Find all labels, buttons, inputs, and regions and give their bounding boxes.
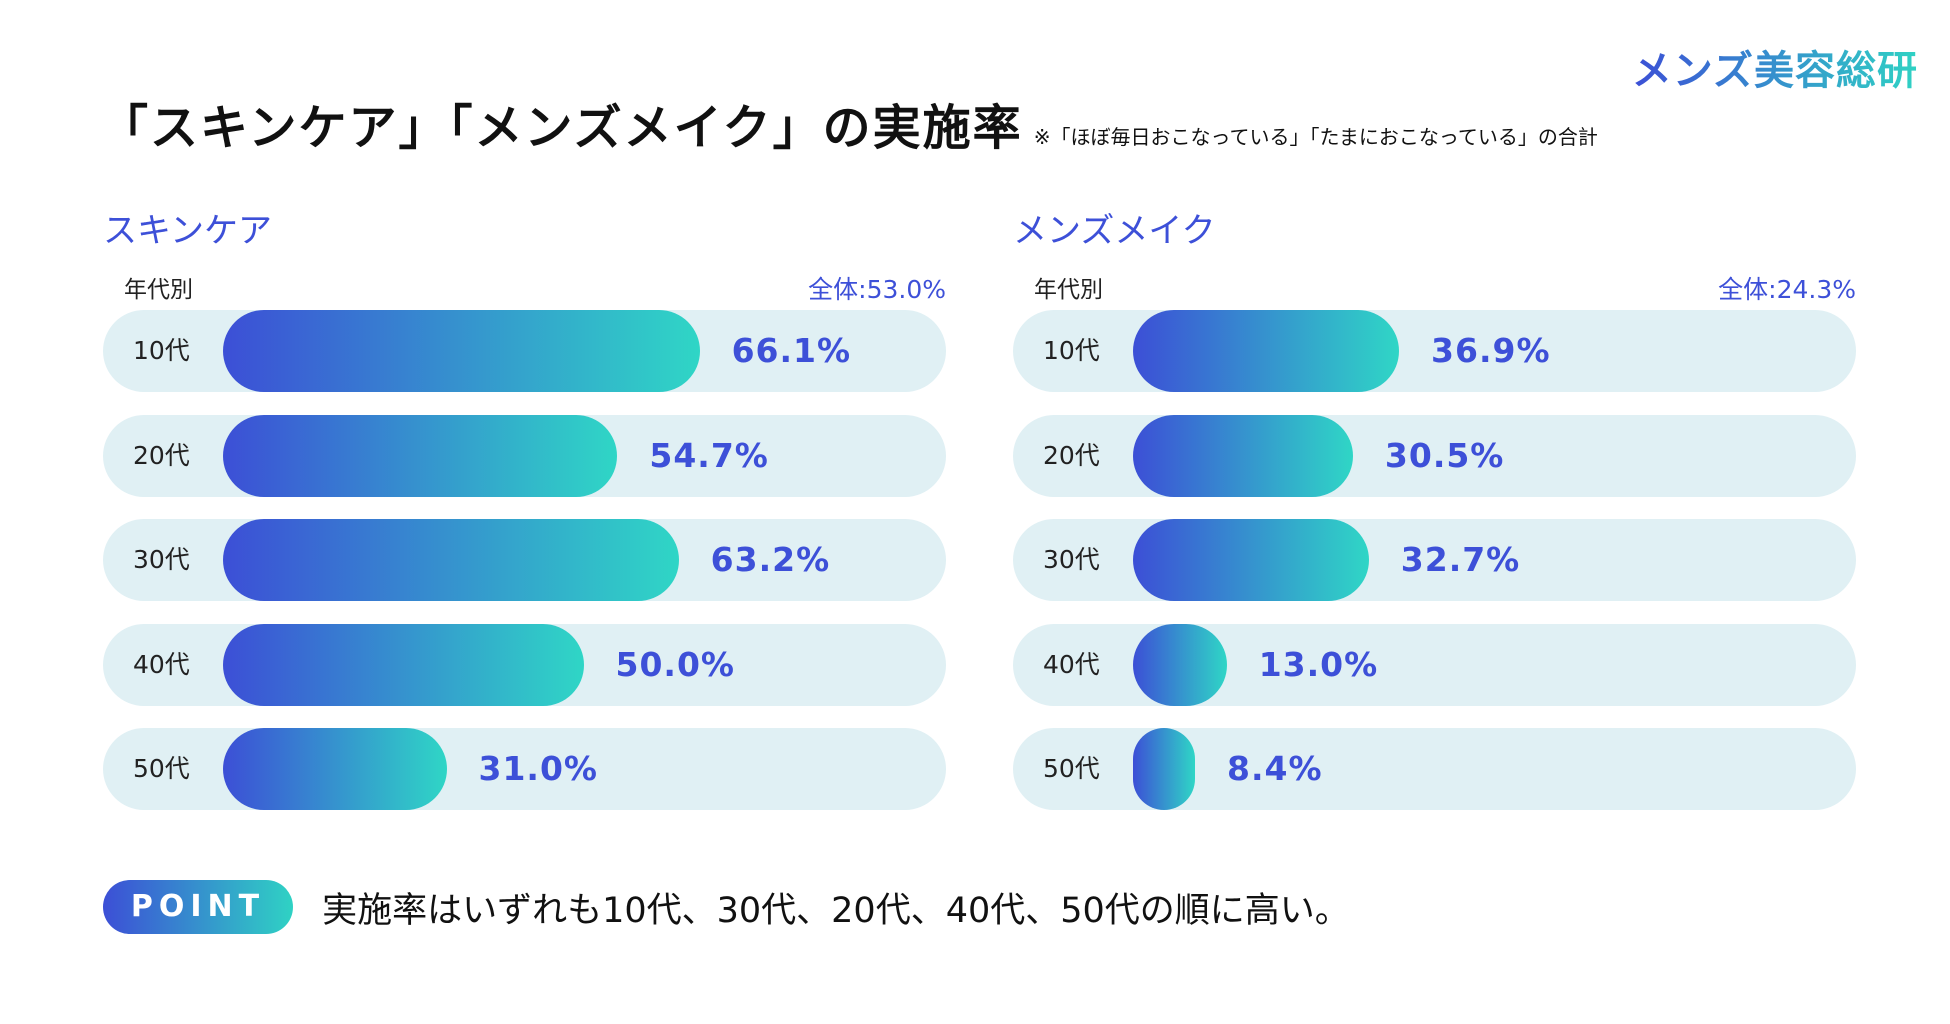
value-label: 30.5% <box>1384 435 1505 475</box>
value-label: 66.1% <box>731 331 852 370</box>
bar-row: 30代 63.2% <box>103 519 946 601</box>
value-label: 32.7% <box>1400 540 1521 579</box>
value-label: 8.4% <box>1227 749 1323 788</box>
category-label: 30代 <box>1043 545 1100 574</box>
point-row: POINT 実施率はいずれも10代、30代、20代、40代、50代の順に高い。 <box>103 880 1350 934</box>
bar <box>1133 310 1400 392</box>
value-label: 13.0% <box>1258 644 1379 684</box>
title-note: ※「ほぼ毎日おこなっている」「たまにおこなっている」の合計 <box>1033 125 1598 149</box>
point-text: 実施率はいずれも10代、30代、20代、40代、50代の順に高い。 <box>322 890 1350 931</box>
category-label: 10代 <box>133 336 190 365</box>
bar <box>1133 728 1195 810</box>
chart-title: スキンケア <box>103 211 272 251</box>
value-label: 36.9% <box>1431 331 1551 370</box>
bar-row: 30代 32.7% <box>1013 519 1856 601</box>
title-row: 「スキンケア」「メンズメイク」の実施率 ※「ほぼ毎日おこなっている」「たまにおこ… <box>100 88 1598 158</box>
category-label: 20代 <box>1043 440 1100 470</box>
chart-panel-skincare: スキンケア 年代別 全体:53.0% 10代 66.1% 20代 54.7% 30代 63… <box>103 206 946 833</box>
category-label: 30代 <box>133 545 190 574</box>
chart-title: メンズメイク <box>1013 211 1216 251</box>
bar <box>1133 414 1353 497</box>
bar <box>223 310 700 392</box>
bar-row: 40代 50.0% <box>103 623 946 706</box>
category-label: 20代 <box>133 440 190 470</box>
overall-label: 全体:53.0% <box>808 275 946 304</box>
chart-subheader: 年代別 全体:53.0% <box>103 262 946 304</box>
bar-row: 50代 31.0% <box>103 728 946 810</box>
category-label: 50代 <box>133 754 190 783</box>
overall-label: 全体:24.3% <box>1718 275 1856 304</box>
bar-rows: 10代 36.9% 20代 30.5% 30代 32.7% 40代 13.0% 50代 8.4% <box>1013 310 1856 810</box>
bar <box>1133 623 1227 706</box>
value-label: 63.2% <box>710 540 831 579</box>
bar <box>223 623 584 706</box>
bar <box>1133 519 1369 601</box>
bar-rows: 10代 66.1% 20代 54.7% 30代 63.2% 40代 50.0% 50代 31.0% <box>103 310 946 810</box>
bar <box>223 519 679 601</box>
category-label: 10代 <box>1043 336 1100 365</box>
chart-subheader: 年代別 全体:24.3% <box>1013 262 1856 304</box>
chart-panel-mens-makeup: メンズメイク 年代別 全体:24.3% 10代 36.9% 20代 30.5% 30代 3… <box>1013 206 1856 833</box>
value-label: 50.0% <box>615 644 735 684</box>
chart-subtitle: 年代別 <box>124 277 193 303</box>
bar <box>223 414 618 497</box>
category-label: 40代 <box>133 649 190 679</box>
category-label: 50代 <box>1043 754 1100 783</box>
bar-row: 50代 8.4% <box>1013 728 1856 810</box>
bar <box>223 728 447 810</box>
brand-logo: メンズ美容総研 <box>1632 38 1918 96</box>
chart-subtitle: 年代別 <box>1034 277 1103 303</box>
value-label: 54.7% <box>649 435 769 475</box>
bar-row: 10代 36.9% <box>1013 310 1856 392</box>
bar-row: 20代 30.5% <box>1013 414 1856 497</box>
bar-row: 20代 54.7% <box>103 414 946 497</box>
value-label: 31.0% <box>478 749 598 788</box>
bar-row: 40代 13.0% <box>1013 623 1856 706</box>
bar-row: 10代 66.1% <box>103 310 946 392</box>
category-label: 40代 <box>1043 649 1100 679</box>
page-title: 「スキンケア」「メンズメイク」の実施率 <box>100 100 1023 156</box>
point-badge: POINT <box>103 880 293 934</box>
